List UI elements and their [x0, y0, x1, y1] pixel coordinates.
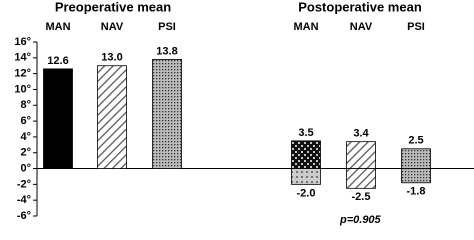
y-tick-label: -6° [17, 210, 31, 222]
y-tick-label: 8° [20, 99, 31, 111]
y-tick-label: 14° [14, 52, 31, 64]
value-label: 2.5 [408, 135, 423, 147]
negative-value-label: -2.0 [297, 187, 316, 199]
value-label: 12.6 [47, 55, 68, 67]
category-label: MAN [45, 21, 70, 33]
bar [43, 68, 73, 169]
negative-bar [291, 168, 321, 185]
y-tick-label: 4° [20, 131, 31, 143]
category-label: MAN [293, 21, 318, 33]
annotation: p=0.905 [339, 214, 382, 226]
y-tick-label: -4° [17, 194, 31, 206]
y-tick-label: 10° [14, 83, 31, 95]
y-tick-label: 0° [20, 162, 31, 174]
y-tick-label: 2° [20, 147, 31, 159]
negative-bar [346, 168, 376, 189]
bar [401, 148, 431, 169]
negative-bar [401, 168, 431, 184]
value-label: 3.5 [298, 127, 313, 139]
negative-value-label: -1.8 [407, 186, 426, 198]
bar [291, 140, 321, 169]
y-tick-label: -2° [17, 178, 31, 190]
y-tick-label: 6° [20, 115, 31, 127]
category-label: PSI [407, 21, 425, 33]
y-tick-label: 16° [14, 36, 31, 48]
y-tick-label: 12° [14, 68, 31, 80]
category-label: PSI [158, 21, 176, 33]
bar [97, 65, 127, 169]
chart: p=0.905 -6° -4° -2° 0° 2° 4° 6° 8° 10° 12° 14° 16° P… [14, 0, 474, 226]
value-label: 13.0 [101, 52, 122, 64]
category-label: NAV [101, 21, 124, 33]
negative-value-label: -2.5 [352, 191, 371, 203]
value-label: 3.4 [353, 128, 369, 140]
value-label: 13.8 [156, 45, 177, 57]
bar [152, 59, 182, 169]
category-label: NAV [350, 21, 373, 33]
bar [346, 141, 376, 169]
group-title: Preoperative mean [55, 0, 171, 14]
group-title: Postoperative mean [298, 0, 422, 14]
